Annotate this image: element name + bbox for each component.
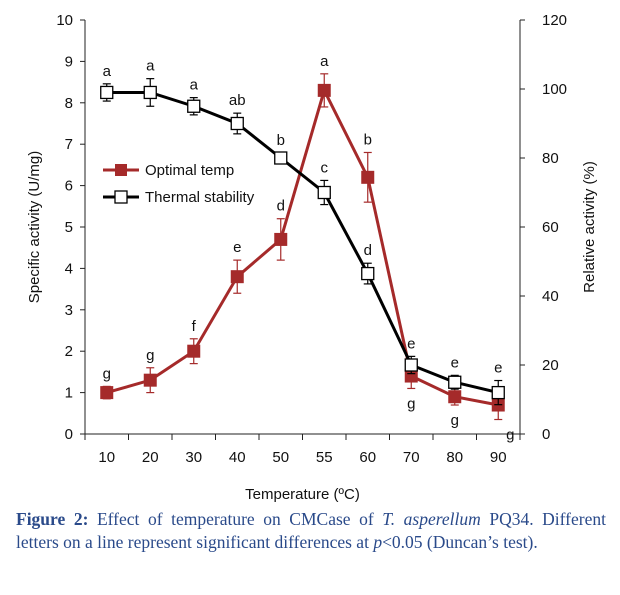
data-point-filled xyxy=(230,270,244,284)
significance-letter: g xyxy=(506,427,514,444)
significance-letter: g xyxy=(146,347,154,364)
caption-label: Figure 2: xyxy=(16,509,89,529)
legend-label-thermal: Thermal stability xyxy=(145,189,255,206)
x-tick-label: 30 xyxy=(185,449,202,466)
caption-text-2: PQ34. Different letters on a line repres… xyxy=(16,509,606,552)
significance-letter: b xyxy=(364,131,372,148)
series-line xyxy=(106,90,499,395)
left-tick-label: 5 xyxy=(65,219,73,236)
caption-p-symbol: p xyxy=(373,532,383,552)
legend-label-optimal: Optimal temp xyxy=(145,162,234,179)
caption-text-1: Effect of temperature on CMCase of xyxy=(88,509,383,529)
significance-letter: c xyxy=(321,159,329,176)
left-tick-label: 0 xyxy=(65,426,73,443)
data-point-filled xyxy=(143,373,157,387)
x-tick-label: 80 xyxy=(446,449,463,466)
x-axis-title: Temperature (ºC) xyxy=(245,486,360,503)
significance-letter: d xyxy=(277,198,285,215)
data-point-filled xyxy=(100,386,114,400)
x-tick-label: 10 xyxy=(98,449,115,466)
y-axis-title-right: Relative activity (%) xyxy=(581,161,598,293)
left-tick-label: 2 xyxy=(65,343,73,360)
data-point-open xyxy=(274,151,288,165)
data-point-open xyxy=(361,266,375,281)
significance-letter: a xyxy=(320,53,329,70)
data-point-open xyxy=(187,99,201,113)
data-point-open xyxy=(317,185,331,200)
data-point-open xyxy=(143,85,157,100)
x-tick-label: 50 xyxy=(272,449,289,466)
data-point-filled xyxy=(361,170,375,184)
figure-caption: Figure 2: Effect of temperature on CMCas… xyxy=(16,508,606,554)
right-tick-label: 80 xyxy=(542,150,559,167)
left-tick-label: 10 xyxy=(56,12,73,29)
legend: Optimal temp Thermal stability xyxy=(103,162,255,206)
data-point-open xyxy=(100,85,114,100)
left-tick-label: 4 xyxy=(65,260,73,277)
data-point-filled xyxy=(448,390,462,404)
series-1: a a a ab b c d e e e xyxy=(100,58,505,406)
x-tick-label: 60 xyxy=(359,449,376,466)
significance-letter: g xyxy=(103,365,111,382)
significance-letter: ab xyxy=(229,92,246,109)
significance-letter: b xyxy=(277,132,285,149)
significance-letter: e xyxy=(494,360,502,377)
y-axis-title-left: Specific activity (U/mg) xyxy=(26,151,43,304)
significance-letter: d xyxy=(364,242,372,259)
data-point-open xyxy=(448,375,462,389)
data-point-open xyxy=(230,116,244,131)
significance-letter: e xyxy=(451,354,459,371)
significance-letter: a xyxy=(146,58,155,75)
significance-letter: a xyxy=(103,63,112,80)
caption-species: T. asperellum xyxy=(382,509,481,529)
significance-letter: e xyxy=(407,335,415,352)
legend-marker-optimal xyxy=(115,164,127,176)
data-point-filled xyxy=(187,344,201,358)
x-tick-label: 70 xyxy=(403,449,420,466)
left-tick-label: 8 xyxy=(65,95,73,112)
significance-letter: g xyxy=(407,395,415,412)
data-point-open xyxy=(404,358,418,372)
left-tick-label: 7 xyxy=(65,136,73,153)
right-tick-label: 40 xyxy=(542,288,559,305)
caption-text-3: <0.05 (Duncan’s test). xyxy=(382,532,538,552)
data-point-filled xyxy=(317,83,331,97)
left-tick-label: 1 xyxy=(65,385,73,402)
x-tick-label: 40 xyxy=(229,449,246,466)
right-tick-label: 20 xyxy=(542,357,559,374)
significance-letter: f xyxy=(192,318,197,335)
data-point-filled xyxy=(274,232,288,246)
significance-letter: e xyxy=(233,239,241,256)
right-tick-label: 60 xyxy=(542,219,559,236)
right-tick-label: 100 xyxy=(542,81,567,98)
significance-letter: g xyxy=(451,412,459,429)
legend-marker-thermal xyxy=(114,190,128,204)
series-line xyxy=(106,86,499,407)
left-tick-label: 6 xyxy=(65,178,73,195)
x-tick-label: 55 xyxy=(316,449,333,466)
significance-letter: a xyxy=(190,77,199,94)
x-tick-label: 20 xyxy=(142,449,159,466)
data-point-open xyxy=(491,385,505,400)
left-tick-label: 3 xyxy=(65,302,73,319)
right-tick-label: 120 xyxy=(542,12,567,29)
left-tick-label: 9 xyxy=(65,53,73,70)
right-tick-label: 0 xyxy=(542,426,550,443)
x-tick-label: 90 xyxy=(490,449,507,466)
